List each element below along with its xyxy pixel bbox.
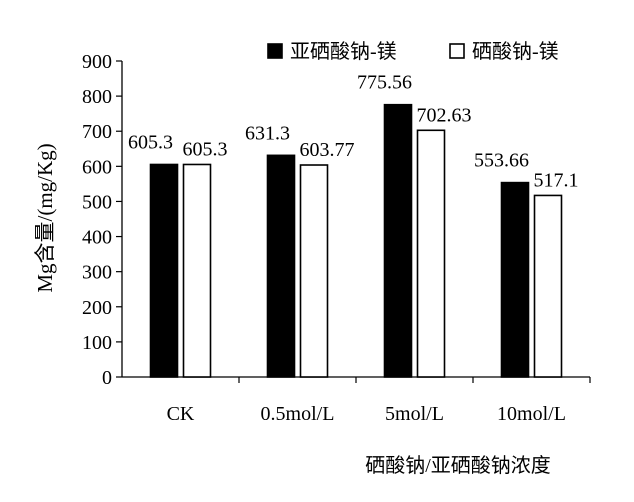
bar-selenate-mg	[299, 164, 329, 378]
bar-selenite-mg	[383, 103, 413, 378]
y-tick-label: 0	[102, 367, 112, 389]
bar-selenite-mg	[500, 181, 530, 378]
x-tick-label: CK	[167, 403, 195, 425]
x-tick-label: 5mol/L	[385, 403, 444, 425]
data-label: 775.56	[357, 72, 412, 94]
legend-swatch-selenate-mg	[449, 43, 465, 59]
legend-label-selenite-mg: 亚硒酸钠-镁	[290, 40, 397, 63]
y-tick-label: 900	[82, 51, 112, 73]
y-tick-label: 400	[82, 227, 112, 249]
y-tick-label: 700	[82, 121, 112, 143]
data-label: 631.3	[245, 122, 290, 144]
y-tick-label: 600	[82, 156, 112, 178]
bar-selenite-mg	[266, 154, 296, 378]
bar-selenate-mg	[533, 194, 563, 378]
bar-selenite-mg	[149, 163, 179, 378]
data-label: 605.3	[183, 138, 228, 160]
y-tick-label: 300	[82, 262, 112, 284]
bar-selenate-mg	[182, 163, 212, 378]
y-tick-label: 500	[82, 191, 112, 213]
data-label: 605.3	[128, 131, 173, 153]
legend-label-selenate-mg: 硒酸钠-镁	[472, 40, 559, 63]
data-label: 553.66	[474, 150, 529, 172]
x-tick-label: 10mol/L	[497, 403, 566, 425]
x-axis-label: 硒酸钠/亚硒酸钠浓度	[365, 454, 551, 477]
data-label: 702.63	[417, 104, 472, 126]
bars	[149, 103, 563, 378]
bar-selenate-mg	[416, 129, 446, 378]
x-tick-label: 0.5mol/L	[261, 403, 335, 425]
data-label: 603.77	[300, 139, 355, 161]
y-axis-label: Mg含量/(mg/Kg)	[33, 143, 57, 292]
y-tick-label: 200	[82, 297, 112, 319]
y-tick-label: 800	[82, 86, 112, 108]
legend: 亚硒酸钠-镁 硒酸钠-镁	[267, 40, 559, 63]
axes: 0 100 200 300 400 500 600 700 800 900 CK 0.5mol/L 5m…	[82, 51, 591, 425]
legend-swatch-selenite-mg	[267, 43, 283, 59]
y-tick-label: 100	[82, 332, 112, 354]
data-label: 517.1	[534, 169, 579, 191]
